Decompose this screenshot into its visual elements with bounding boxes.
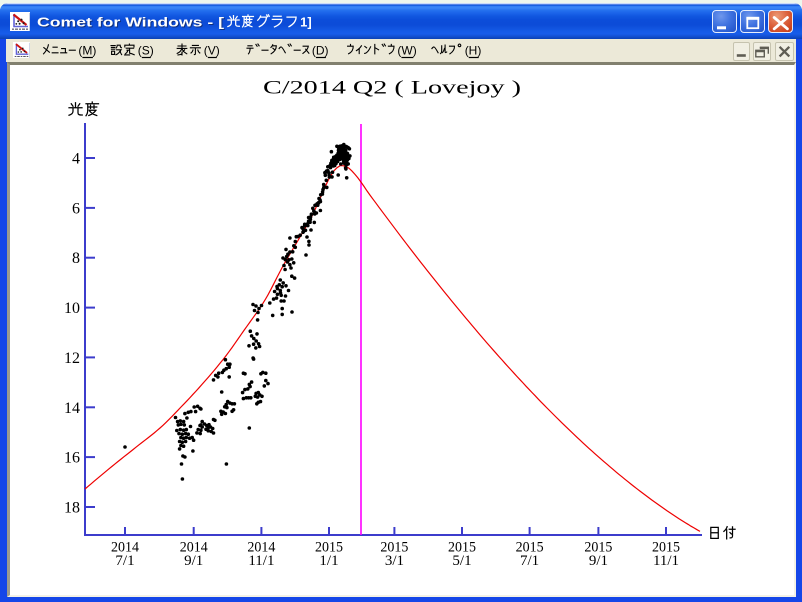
svg-text:Comet for Windows - [: Comet for Windows - [ bbox=[38, 16, 226, 31]
svg-text:2015: 2015 bbox=[448, 540, 476, 556]
svg-text:3/1: 3/1 bbox=[385, 553, 404, 569]
svg-text:4: 4 bbox=[72, 151, 80, 168]
svg-text:1]: 1] bbox=[300, 15, 312, 30]
svg-text:(H): (H) bbox=[465, 44, 482, 58]
svg-text:9/1: 9/1 bbox=[184, 553, 203, 569]
svg-text:2015: 2015 bbox=[584, 540, 612, 556]
svg-text:(W): (W) bbox=[397, 44, 416, 58]
svg-text:C/2014 Q2 ( Lovejoy ): C/2014 Q2 ( Lovejoy ) bbox=[263, 78, 521, 99]
svg-text:1/1: 1/1 bbox=[319, 553, 338, 569]
svg-text:9/1: 9/1 bbox=[589, 553, 608, 569]
svg-text:Comet for Windows - [: Comet for Windows - [ bbox=[37, 15, 225, 30]
svg-text:(V): (V) bbox=[204, 44, 220, 58]
svg-text:14: 14 bbox=[64, 400, 80, 417]
svg-text:16: 16 bbox=[64, 450, 80, 467]
svg-text:2015: 2015 bbox=[516, 540, 544, 556]
svg-text:2014: 2014 bbox=[247, 540, 275, 556]
svg-text:(S): (S) bbox=[138, 44, 154, 58]
svg-text:2014: 2014 bbox=[111, 540, 139, 556]
svg-text:2014: 2014 bbox=[180, 540, 208, 556]
svg-text:7/1: 7/1 bbox=[520, 553, 539, 569]
svg-text:11/1: 11/1 bbox=[653, 553, 679, 569]
svg-text:10: 10 bbox=[64, 300, 80, 317]
svg-text:5/1: 5/1 bbox=[452, 553, 471, 569]
svg-text:2015: 2015 bbox=[652, 540, 680, 556]
svg-text:2015: 2015 bbox=[380, 540, 408, 556]
svg-text:(D): (D) bbox=[312, 44, 329, 58]
svg-text:6: 6 bbox=[72, 200, 80, 217]
svg-text:18: 18 bbox=[64, 500, 80, 517]
svg-text:8: 8 bbox=[72, 250, 80, 267]
svg-text:(M): (M) bbox=[78, 44, 96, 58]
svg-text:11/1: 11/1 bbox=[248, 553, 274, 569]
svg-text:7/1: 7/1 bbox=[115, 553, 134, 569]
svg-text:12: 12 bbox=[64, 350, 80, 367]
svg-text:2015: 2015 bbox=[315, 540, 343, 556]
